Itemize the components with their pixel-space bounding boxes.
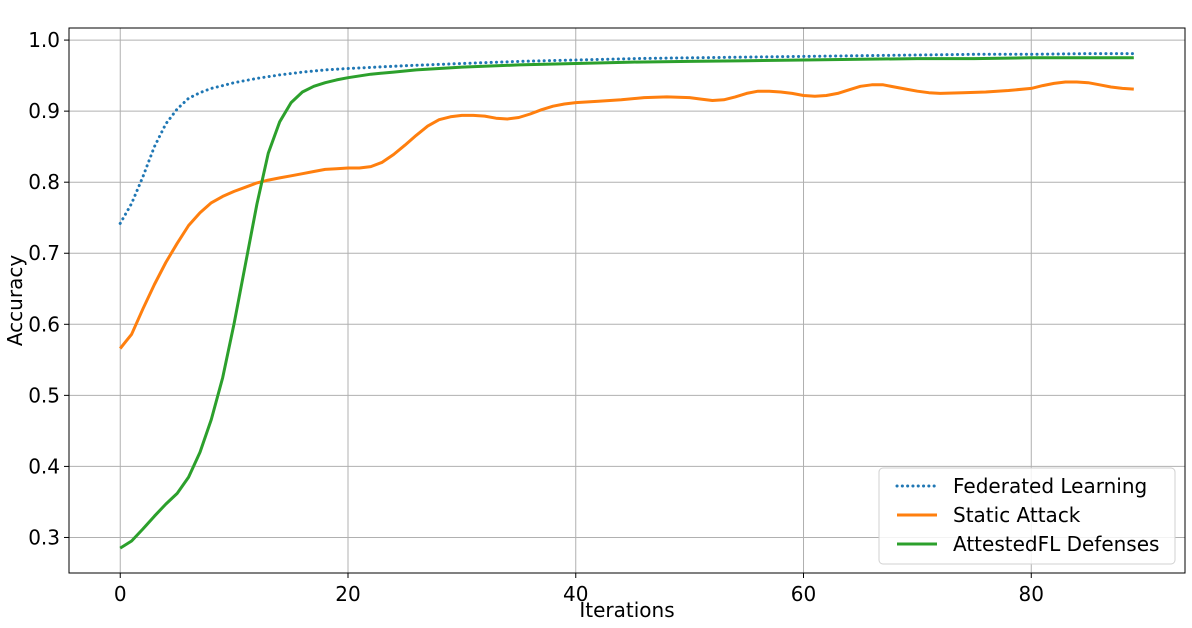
legend-label: Static Attack [953,503,1081,527]
plot-area-frame [68,27,1186,574]
legend-label: AttestedFL Defenses [953,532,1159,556]
y-tick-label: 0.6 [28,312,60,336]
x-tick-label: 40 [563,582,588,606]
series-line-3 [119,56,1134,550]
x-tick-label: 0 [114,582,127,606]
axis-ticks: 0 20 40 60 80 0.3 0.4 0.5 0.6 0.7 0.8 0.9 1.0 [28,28,1044,606]
y-axis-label: Accuracy [3,255,27,346]
series-layer [118,52,1136,550]
x-axis-label: Iterations [579,598,674,622]
series-line-2 [119,80,1134,350]
x-tick-label: 80 [1019,582,1044,606]
y-tick-label: 0.9 [28,99,60,123]
x-tick-label: 60 [791,582,816,606]
x-tick-label: 20 [335,582,360,606]
legend-label: Federated Learning [953,474,1147,498]
y-tick-label: 1.0 [28,28,60,52]
y-tick-label: 0.7 [28,241,60,265]
series-line-1 [118,52,1136,225]
legend: Federated Learning Static Attack AttestedF… [878,467,1176,565]
y-tick-label: 0.5 [28,383,60,407]
y-tick-label: 0.4 [28,454,60,478]
y-tick-label: 0.8 [28,170,60,194]
y-tick-label: 0.3 [28,525,60,549]
legend-box [878,467,1176,565]
